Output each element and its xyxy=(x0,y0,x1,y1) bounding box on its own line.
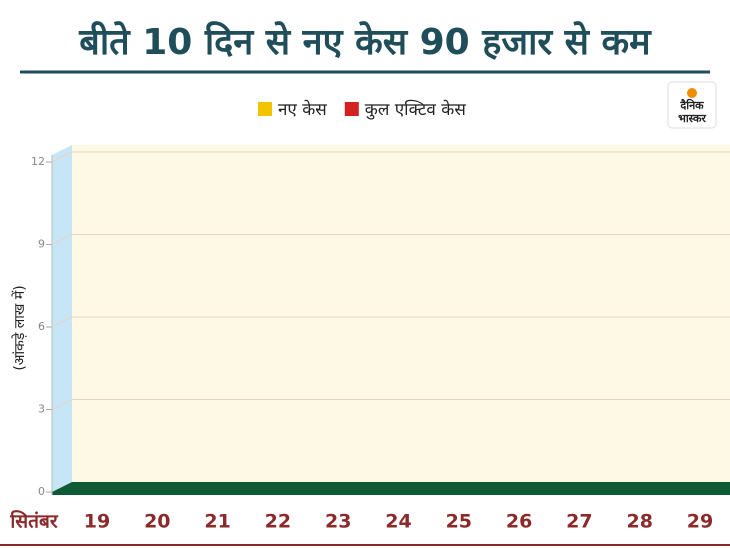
x-tick-label: 27 xyxy=(566,511,592,533)
y-tick-label: 0 xyxy=(38,485,45,498)
y-tick-label: 3 xyxy=(38,403,45,416)
logo-text: दैनिक xyxy=(679,98,704,112)
x-tick-label: 20 xyxy=(144,511,170,533)
y-tick-label: 9 xyxy=(38,238,45,251)
logo: दैनिक भास्कर xyxy=(667,81,717,129)
x-tick-label: 21 xyxy=(204,511,230,533)
floor xyxy=(52,482,730,495)
x-tick-label: 24 xyxy=(385,511,411,533)
chart-title: बीते 10 दिन से नए केस 90 हजार से कम xyxy=(78,21,652,63)
logo-text: भास्कर xyxy=(678,112,706,125)
x-tick-label: 28 xyxy=(626,511,652,533)
legend-label: नए केस xyxy=(278,99,327,120)
logo-dot xyxy=(687,88,697,98)
legend-swatch xyxy=(258,102,272,116)
x-tick-label: 22 xyxy=(265,511,291,533)
legend-swatch xyxy=(344,102,359,116)
x-tick-label: 25 xyxy=(446,511,472,533)
x-tick-label: 26 xyxy=(506,511,532,533)
y-axis-label: (आंकड़े लाख में) xyxy=(11,285,28,370)
x-tick-label: 29 xyxy=(687,511,713,533)
back-wall xyxy=(72,145,730,482)
logo-box xyxy=(667,81,717,129)
x-tick-label: 23 xyxy=(325,511,351,533)
grid-line xyxy=(51,151,73,163)
grid-line xyxy=(51,399,73,410)
legend-label: कुल एक्टिव केस xyxy=(365,99,467,120)
side-wall xyxy=(52,145,72,492)
y-tick-label: 6 xyxy=(38,320,45,333)
y-tick-label: 12 xyxy=(31,155,45,168)
grid-line xyxy=(51,316,73,328)
x-tick-label: 19 xyxy=(84,511,110,533)
grid-line xyxy=(51,234,73,245)
x-axis-label: सितंबर xyxy=(9,510,58,533)
